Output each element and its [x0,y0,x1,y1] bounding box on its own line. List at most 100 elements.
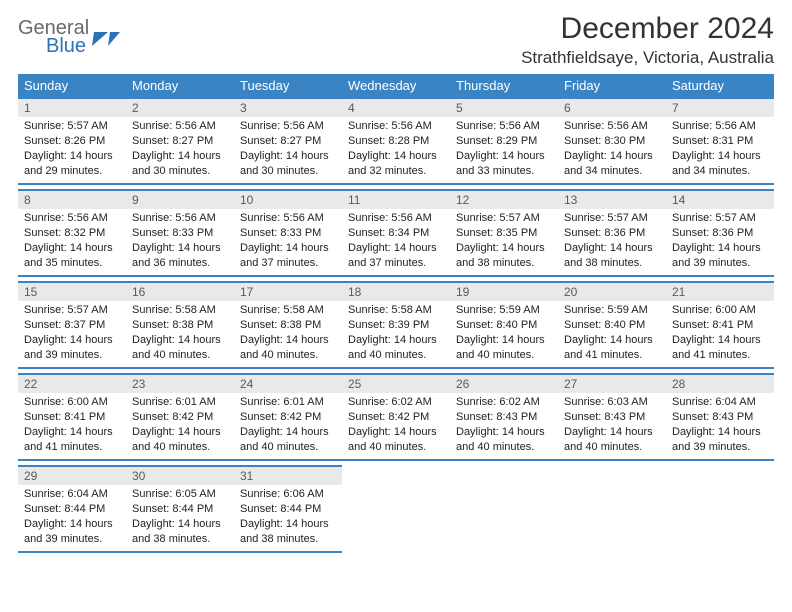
day-number: 1 [18,99,126,117]
daylight-line: Daylight: 14 hours and 40 minutes. [240,425,336,455]
day-header: Tuesday [234,74,342,98]
calendar-day: 11Sunrise: 5:56 AMSunset: 8:34 PMDayligh… [342,190,450,276]
daylight-line: Daylight: 14 hours and 40 minutes. [132,425,228,455]
day-number: 21 [666,283,774,301]
sunrise-line: Sunrise: 5:56 AM [132,211,228,226]
calendar-day: 22Sunrise: 6:00 AMSunset: 8:41 PMDayligh… [18,374,126,460]
sunrise-line: Sunrise: 6:02 AM [456,395,552,410]
calendar-day: 28Sunrise: 6:04 AMSunset: 8:43 PMDayligh… [666,374,774,460]
daylight-line: Daylight: 14 hours and 41 minutes. [24,425,120,455]
day-body: Sunrise: 5:59 AMSunset: 8:40 PMDaylight:… [450,301,558,366]
calendar-day: 14Sunrise: 5:57 AMSunset: 8:36 PMDayligh… [666,190,774,276]
day-body: Sunrise: 5:56 AMSunset: 8:32 PMDaylight:… [18,209,126,274]
day-number: 31 [234,467,342,485]
calendar-day: 10Sunrise: 5:56 AMSunset: 8:33 PMDayligh… [234,190,342,276]
day-number: 11 [342,191,450,209]
day-number: 28 [666,375,774,393]
calendar-day: 24Sunrise: 6:01 AMSunset: 8:42 PMDayligh… [234,374,342,460]
sunset-line: Sunset: 8:39 PM [348,318,444,333]
sunrise-line: Sunrise: 5:57 AM [672,211,768,226]
sunset-line: Sunset: 8:28 PM [348,134,444,149]
sunset-line: Sunset: 8:40 PM [456,318,552,333]
sunset-line: Sunset: 8:43 PM [564,410,660,425]
sunset-line: Sunset: 8:42 PM [348,410,444,425]
daylight-line: Daylight: 14 hours and 40 minutes. [348,425,444,455]
day-body: Sunrise: 6:06 AMSunset: 8:44 PMDaylight:… [234,485,342,550]
calendar-day: 29Sunrise: 6:04 AMSunset: 8:44 PMDayligh… [18,466,126,552]
day-body: Sunrise: 6:01 AMSunset: 8:42 PMDaylight:… [126,393,234,458]
day-number: 10 [234,191,342,209]
logo: General Blue [18,18,119,56]
sunset-line: Sunset: 8:34 PM [348,226,444,241]
sunrise-line: Sunrise: 5:56 AM [348,119,444,134]
sunrise-line: Sunrise: 6:04 AM [672,395,768,410]
daylight-line: Daylight: 14 hours and 38 minutes. [132,517,228,547]
daylight-line: Daylight: 14 hours and 39 minutes. [672,425,768,455]
day-header: Wednesday [342,74,450,98]
calendar-day: 12Sunrise: 5:57 AMSunset: 8:35 PMDayligh… [450,190,558,276]
calendar-day: 5Sunrise: 5:56 AMSunset: 8:29 PMDaylight… [450,98,558,184]
sunrise-line: Sunrise: 6:06 AM [240,487,336,502]
sunset-line: Sunset: 8:42 PM [132,410,228,425]
calendar-day: 21Sunrise: 6:00 AMSunset: 8:41 PMDayligh… [666,282,774,368]
calendar-week: 29Sunrise: 6:04 AMSunset: 8:44 PMDayligh… [18,466,774,552]
day-body: Sunrise: 5:56 AMSunset: 8:34 PMDaylight:… [342,209,450,274]
day-body: Sunrise: 5:56 AMSunset: 8:33 PMDaylight:… [234,209,342,274]
sunrise-line: Sunrise: 5:58 AM [240,303,336,318]
sunrise-line: Sunrise: 6:00 AM [672,303,768,318]
day-number: 3 [234,99,342,117]
sunset-line: Sunset: 8:42 PM [240,410,336,425]
sunset-line: Sunset: 8:38 PM [132,318,228,333]
sunrise-line: Sunrise: 5:57 AM [24,119,120,134]
daylight-line: Daylight: 14 hours and 35 minutes. [24,241,120,271]
sunset-line: Sunset: 8:37 PM [24,318,120,333]
sunset-line: Sunset: 8:36 PM [564,226,660,241]
sunset-line: Sunset: 8:44 PM [24,502,120,517]
sunrise-line: Sunrise: 5:59 AM [456,303,552,318]
sunrise-line: Sunrise: 6:05 AM [132,487,228,502]
day-header: Monday [126,74,234,98]
day-header: Sunday [18,74,126,98]
calendar-day: 15Sunrise: 5:57 AMSunset: 8:37 PMDayligh… [18,282,126,368]
day-number: 2 [126,99,234,117]
daylight-line: Daylight: 14 hours and 36 minutes. [132,241,228,271]
day-body: Sunrise: 6:04 AMSunset: 8:43 PMDaylight:… [666,393,774,458]
sunrise-line: Sunrise: 6:03 AM [564,395,660,410]
daylight-line: Daylight: 14 hours and 40 minutes. [456,425,552,455]
day-header-row: SundayMondayTuesdayWednesdayThursdayFrid… [18,74,774,98]
day-number: 25 [342,375,450,393]
day-body: Sunrise: 5:56 AMSunset: 8:31 PMDaylight:… [666,117,774,182]
day-body: Sunrise: 6:02 AMSunset: 8:43 PMDaylight:… [450,393,558,458]
sunrise-line: Sunrise: 5:57 AM [564,211,660,226]
sunset-line: Sunset: 8:29 PM [456,134,552,149]
sunrise-line: Sunrise: 5:56 AM [132,119,228,134]
sunset-line: Sunset: 8:41 PM [672,318,768,333]
day-number: 4 [342,99,450,117]
sunrise-line: Sunrise: 5:56 AM [24,211,120,226]
daylight-line: Daylight: 14 hours and 29 minutes. [24,149,120,179]
calendar-day: 9Sunrise: 5:56 AMSunset: 8:33 PMDaylight… [126,190,234,276]
day-number: 14 [666,191,774,209]
sunset-line: Sunset: 8:31 PM [672,134,768,149]
sunset-line: Sunset: 8:26 PM [24,134,120,149]
day-number: 24 [234,375,342,393]
sunrise-line: Sunrise: 5:56 AM [348,211,444,226]
sunset-line: Sunset: 8:33 PM [240,226,336,241]
sunrise-line: Sunrise: 5:56 AM [456,119,552,134]
calendar-day: 7Sunrise: 5:56 AMSunset: 8:31 PMDaylight… [666,98,774,184]
daylight-line: Daylight: 14 hours and 38 minutes. [240,517,336,547]
day-number: 29 [18,467,126,485]
sunrise-line: Sunrise: 5:59 AM [564,303,660,318]
sunrise-line: Sunrise: 5:58 AM [348,303,444,318]
sunset-line: Sunset: 8:44 PM [132,502,228,517]
calendar-week: 22Sunrise: 6:00 AMSunset: 8:41 PMDayligh… [18,374,774,460]
daylight-line: Daylight: 14 hours and 34 minutes. [564,149,660,179]
day-body: Sunrise: 5:57 AMSunset: 8:37 PMDaylight:… [18,301,126,366]
day-body: Sunrise: 5:58 AMSunset: 8:38 PMDaylight:… [234,301,342,366]
logo-triangle-icon [92,32,108,46]
calendar-day: 20Sunrise: 5:59 AMSunset: 8:40 PMDayligh… [558,282,666,368]
sunset-line: Sunset: 8:44 PM [240,502,336,517]
sunrise-line: Sunrise: 5:56 AM [240,119,336,134]
day-number: 22 [18,375,126,393]
daylight-line: Daylight: 14 hours and 33 minutes. [456,149,552,179]
